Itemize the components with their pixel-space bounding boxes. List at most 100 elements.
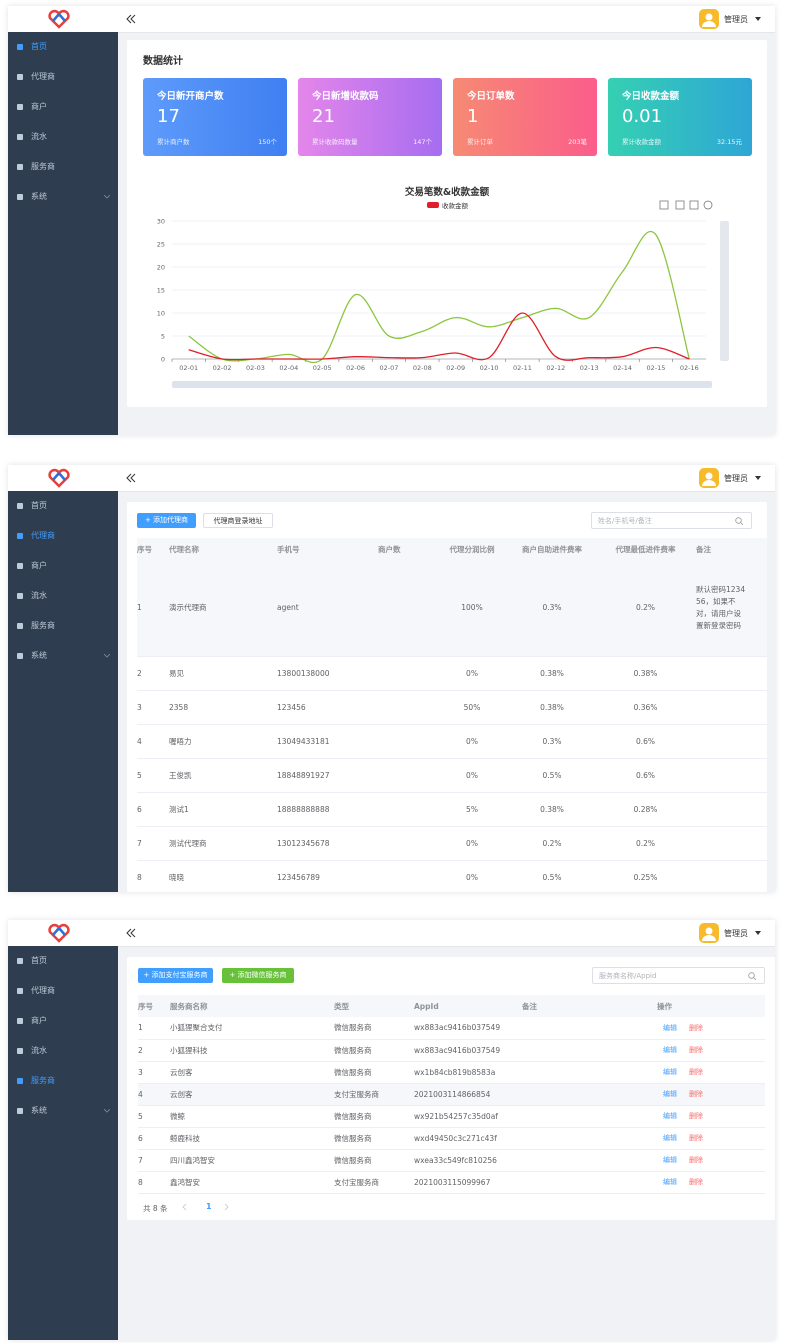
menu-arrow <box>104 1109 110 1113</box>
toolbox-icon[interactable] <box>675 200 685 210</box>
collapse-button[interactable] <box>126 473 136 483</box>
menu-item[interactable]: 系统 <box>8 182 118 212</box>
collapse-button[interactable] <box>126 14 136 24</box>
edit-button[interactable]: 编辑 <box>663 1068 677 1076</box>
menu-label: 商户 <box>31 1016 47 1025</box>
search-input[interactable]: 姓名/手机号/备注 <box>591 512 752 529</box>
delete-button[interactable]: 删除 <box>689 1068 703 1076</box>
menu-item[interactable]: 代理商 <box>8 521 118 551</box>
edit-button[interactable]: 编辑 <box>663 1023 677 1032</box>
avatar <box>699 468 719 488</box>
menu-item[interactable]: 代理商 <box>8 62 118 92</box>
delete-button[interactable]: 删除 <box>689 1023 703 1032</box>
top-bar: 管理员 <box>8 6 775 33</box>
next-page[interactable] <box>224 1203 229 1211</box>
user-caret <box>755 17 761 21</box>
table-cell <box>696 656 767 691</box>
menu-item[interactable]: 服务商 <box>8 1066 118 1096</box>
search-input[interactable]: 服务商名称/Appid <box>592 967 765 984</box>
toolbox-icon[interactable] <box>703 200 713 210</box>
stat-title: 今日收款金额 <box>622 91 680 102</box>
delete-button[interactable]: 删除 <box>689 1090 703 1098</box>
table-row: 6 鲸鹿科技 微信服务商 wxd49450c3c271c43f 编辑 删除 <box>138 1127 765 1150</box>
logo <box>48 923 70 943</box>
menu-item[interactable]: 系统 <box>8 641 118 671</box>
x-tick-label: 02-07 <box>379 364 398 372</box>
x-tick-label: 02-01 <box>179 364 198 372</box>
menu-item[interactable]: 服务商 <box>8 152 118 182</box>
column-header: 类型 <box>334 995 414 1017</box>
edit-button[interactable]: 编辑 <box>663 1178 677 1186</box>
avatar-head <box>705 927 713 935</box>
table-cell: 6 <box>138 1127 170 1150</box>
x-tick-label: 02-06 <box>346 364 365 372</box>
menu-item[interactable]: 商户 <box>8 551 118 581</box>
prev-page[interactable] <box>182 1203 187 1211</box>
button[interactable]: + 添加微信服务商 <box>222 968 294 983</box>
table-cell: 0% <box>439 826 509 861</box>
edit-button[interactable]: 编辑 <box>663 1156 677 1164</box>
table-cell: 演示代理商 <box>169 560 277 657</box>
delete-button[interactable]: 删除 <box>689 1178 703 1186</box>
table-cell: 0.3% <box>509 724 599 759</box>
delete-button[interactable]: 删除 <box>689 1156 703 1164</box>
x-tick-label: 02-10 <box>480 364 499 372</box>
avatar-body <box>702 480 716 486</box>
table-cell: 123456789 <box>277 860 378 892</box>
menu-item[interactable]: 流水 <box>8 1036 118 1066</box>
menu-icon <box>17 533 23 539</box>
menu-label: 商户 <box>31 102 47 111</box>
user-name[interactable]: 管理员 <box>724 474 748 483</box>
table-cell: 0.6% <box>599 724 696 759</box>
table-cell <box>378 826 439 861</box>
edit-button[interactable]: 编辑 <box>663 1090 677 1098</box>
delete-button[interactable]: 删除 <box>689 1112 703 1120</box>
avatar <box>699 9 719 29</box>
menu-item[interactable]: 首页 <box>8 32 118 62</box>
user-name[interactable]: 管理员 <box>724 929 748 938</box>
table-cell: 5 <box>137 758 169 793</box>
action-cell: 编辑 删除 <box>657 1127 765 1150</box>
menu-item[interactable]: 流水 <box>8 581 118 611</box>
edit-button[interactable]: 编辑 <box>663 1134 677 1142</box>
x-tick-label: 02-16 <box>680 364 699 372</box>
menu-item[interactable]: 服务商 <box>8 611 118 641</box>
menu-icon-shape <box>17 194 23 200</box>
button[interactable]: + 添加支付宝服务商 <box>138 968 213 983</box>
button[interactable]: + 添加代理商 <box>137 513 196 528</box>
delete-button[interactable]: 删除 <box>689 1046 703 1054</box>
toolbox-icon[interactable] <box>659 200 669 210</box>
menu-item[interactable]: 商户 <box>8 92 118 122</box>
page-number[interactable]: 1 <box>206 1202 212 1211</box>
menu-item[interactable]: 首页 <box>8 946 118 976</box>
button[interactable]: 代理商登录地址 <box>203 513 273 528</box>
x-tick-label: 02-11 <box>513 364 532 372</box>
stat-sub-value: 203笔 <box>568 138 587 146</box>
menu-item[interactable]: 系统 <box>8 1096 118 1126</box>
x-tick-label: 02-13 <box>580 364 599 372</box>
toolbox-icon[interactable] <box>689 200 699 210</box>
table-cell: 微信服务商 <box>334 1149 414 1172</box>
table-cell: wxd49450c3c271c43f <box>414 1127 522 1150</box>
menu-icon-shape <box>17 134 23 140</box>
search-icon <box>735 517 743 525</box>
user-caret <box>755 931 761 935</box>
menu-icon-shape <box>17 44 23 50</box>
menu-item[interactable]: 首页 <box>8 491 118 521</box>
menu-item[interactable]: 商户 <box>8 1006 118 1036</box>
edit-button[interactable]: 编辑 <box>663 1046 677 1054</box>
menu-item[interactable]: 流水 <box>8 122 118 152</box>
menu-label: 流水 <box>31 1046 47 1055</box>
delete-button[interactable]: 删除 <box>689 1134 703 1142</box>
edit-button[interactable]: 编辑 <box>663 1112 677 1120</box>
table-cell: 50% <box>439 690 509 725</box>
menu-item[interactable]: 代理商 <box>8 976 118 1006</box>
user-name[interactable]: 管理员 <box>724 15 748 24</box>
table-cell: 0.38% <box>599 656 696 691</box>
table-cell: 云创客 <box>170 1061 334 1084</box>
stat-sub-value: 150个 <box>258 138 277 146</box>
collapse-button[interactable] <box>126 928 136 938</box>
user-caret <box>755 476 761 480</box>
table-row: 1 小狐狸聚合支付 微信服务商 wx883ac9416b037549 编辑 删除 <box>138 1017 765 1040</box>
content-card: 数据统计 今日新开商户数 17 累计商户数 150个 今日新增收款码 21 累计收款码数量 14… <box>127 40 767 407</box>
